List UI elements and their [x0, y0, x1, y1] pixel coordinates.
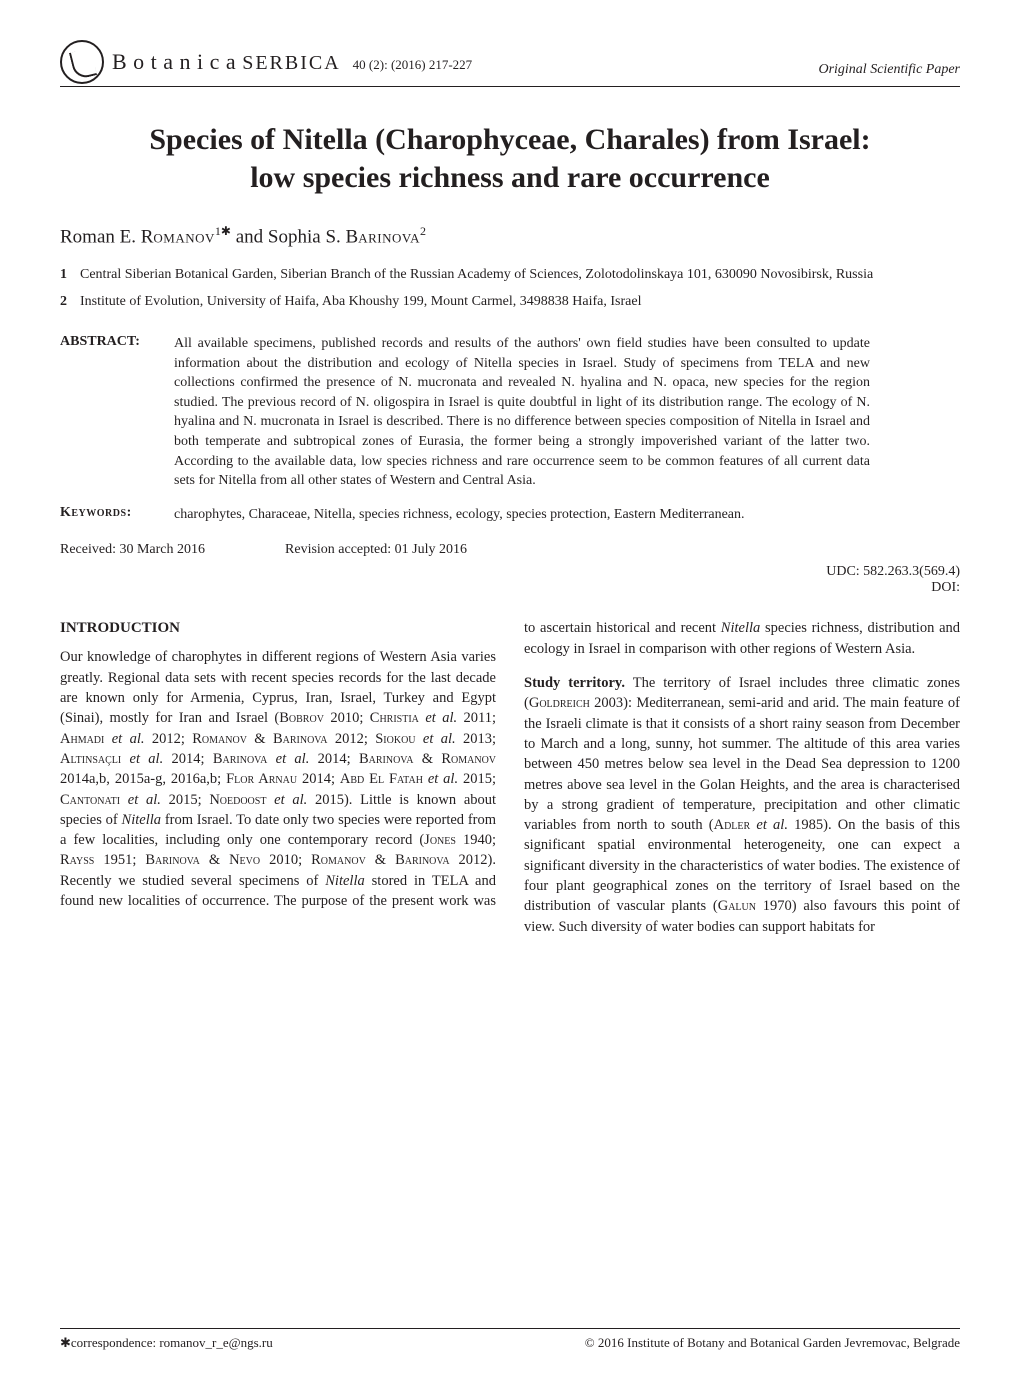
journal-name: B o t a n i c a SERBICA	[112, 49, 347, 74]
affiliations: 1 Central Siberian Botanical Garden, Sib…	[60, 266, 960, 312]
correspondence-line: ✱correspondence: romanov_r_e@ngs.ru	[60, 1335, 273, 1351]
journal-title-block: B o t a n i c a SERBICA 40 (2): (2016) 2…	[112, 49, 472, 75]
page-footer: ✱correspondence: romanov_r_e@ngs.ru © 20…	[60, 1328, 960, 1351]
study-territory-paragraph: Study territory. The territory of Israel…	[524, 673, 960, 937]
article-title: Species of Nitella (Charophyceae, Charal…	[120, 121, 900, 196]
received-date: Received: 30 March 2016	[60, 542, 205, 558]
volume-issue-pages: 40 (2): (2016) 217-227	[353, 57, 473, 72]
udc-line: UDC: 582.263.3(569.4)	[60, 564, 960, 580]
journal-masthead: B o t a n i c a SERBICA 40 (2): (2016) 2…	[60, 40, 472, 84]
journal-name-main: B o t a n i c a	[112, 49, 236, 74]
udc-doi-block: UDC: 582.263.3(569.4) DOI:	[60, 564, 960, 596]
body-two-column: INTRODUCTION Our knowledge of charophyte…	[60, 618, 960, 936]
page-header: B o t a n i c a SERBICA 40 (2): (2016) 2…	[60, 40, 960, 87]
study-territory-runin: Study territory.	[524, 675, 625, 691]
copyright-line: © 2016 Institute of Botany and Botanical…	[585, 1335, 960, 1351]
paper-type-label: Original Scientific Paper	[818, 62, 960, 78]
authors-line: Roman E. Romanov1✱ and Sophia S. Barinov…	[60, 224, 960, 248]
affiliation-1: 1 Central Siberian Botanical Garden, Sib…	[60, 266, 960, 285]
journal-logo-icon	[60, 40, 104, 84]
revision-accepted-date: Revision accepted: 01 July 2016	[285, 542, 467, 558]
article-title-line2: low species richness and rare occurrence	[250, 161, 770, 194]
affiliation-1-num: 1	[60, 266, 72, 285]
affiliation-2-text: Institute of Evolution, University of Ha…	[80, 293, 641, 312]
affiliation-1-text: Central Siberian Botanical Garden, Siber…	[80, 266, 873, 285]
abstract-label: ABSTRACT:	[60, 334, 164, 491]
section-heading-introduction: INTRODUCTION	[60, 618, 496, 639]
keywords-block: Keywords: charophytes, Characeae, Nitell…	[60, 505, 960, 525]
affiliation-2-num: 2	[60, 293, 72, 312]
affiliation-2: 2 Institute of Evolution, University of …	[60, 293, 960, 312]
abstract-block: ABSTRACT: All available specimens, publi…	[60, 334, 960, 491]
doi-line: DOI:	[60, 580, 960, 596]
article-title-line1: Species of Nitella (Charophyceae, Charal…	[149, 123, 870, 156]
keywords-body: charophytes, Characeae, Nitella, species…	[174, 505, 835, 525]
dates-row: Received: 30 March 2016 Revision accepte…	[60, 542, 960, 558]
keywords-label: Keywords:	[60, 505, 164, 525]
journal-name-suffix: SERBICA	[242, 52, 340, 74]
abstract-body: All available specimens, published recor…	[174, 334, 960, 491]
